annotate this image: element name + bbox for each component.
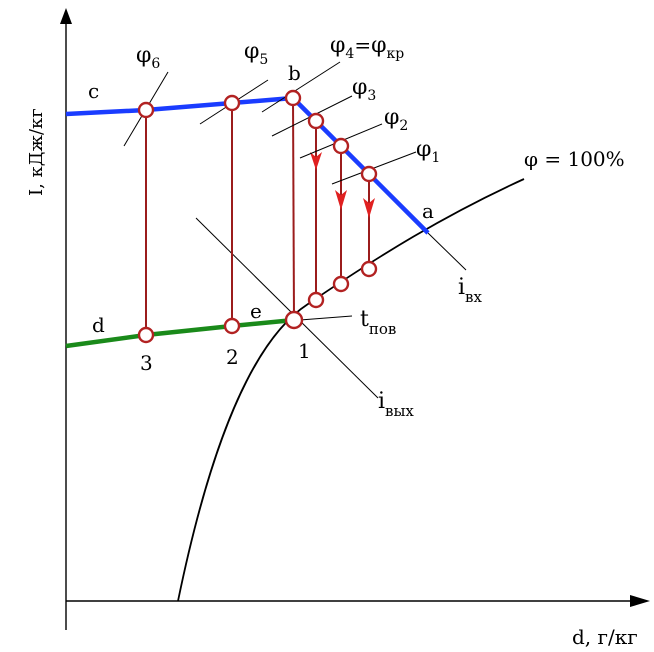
label-point-2: 2 (226, 345, 239, 369)
y-axis-label: I, кДж/кг (26, 108, 47, 196)
label-i-in: iвх (458, 275, 482, 306)
label-c: c (88, 79, 99, 103)
label-phi6: φ6 (136, 43, 160, 72)
marker-phi1-bottom (360, 260, 378, 278)
inlet-enthalpy-line (427, 232, 467, 271)
label-phi4-kr: φ4=φкр (330, 33, 404, 62)
label-t-pov: tпов (360, 307, 396, 338)
blue-line-c-b-a (65, 95, 430, 235)
label-a: a (422, 199, 434, 223)
leader-t-pov (299, 315, 353, 321)
label-point-3: 3 (140, 351, 153, 375)
arrow-down-phi3 (310, 152, 322, 170)
saturation-curve (177, 178, 525, 602)
marker-phi2-top (332, 137, 350, 155)
arrow-down-phi1 (363, 198, 375, 218)
marker-point-1 (284, 310, 304, 330)
green-line-d-e (65, 317, 295, 349)
label-phi1: φ1 (416, 137, 440, 166)
label-b: b (288, 61, 301, 85)
outlet-enthalpy-line (195, 217, 379, 399)
marker-b (284, 89, 302, 107)
label-d: d (92, 313, 105, 337)
marker-c-phi6 (137, 101, 155, 119)
leader-phi4 (261, 61, 341, 113)
marker-phi2-bottom (332, 275, 350, 293)
label-i-out: iвых (378, 389, 414, 420)
x-axis-label: d, г/кг (572, 625, 638, 649)
marker-point-2 (223, 317, 241, 335)
label-phi2: φ2 (384, 105, 408, 134)
label-phi3: φ3 (352, 75, 376, 104)
arrow-down-phi2 (335, 190, 347, 210)
process-line-1 (292, 97, 295, 321)
marker-point-3 (137, 326, 155, 344)
y-axis-arrow (60, 8, 72, 24)
marker-phi5 (223, 94, 241, 112)
label-saturation: φ = 100% (524, 147, 625, 171)
marker-phi1-top (360, 165, 378, 183)
label-phi5: φ5 (244, 39, 268, 68)
marker-phi3-bottom (307, 291, 325, 309)
marker-phi3-top (307, 112, 325, 130)
label-e: e (250, 299, 262, 323)
x-axis-arrow (630, 595, 650, 607)
label-point-1: 1 (298, 339, 311, 363)
